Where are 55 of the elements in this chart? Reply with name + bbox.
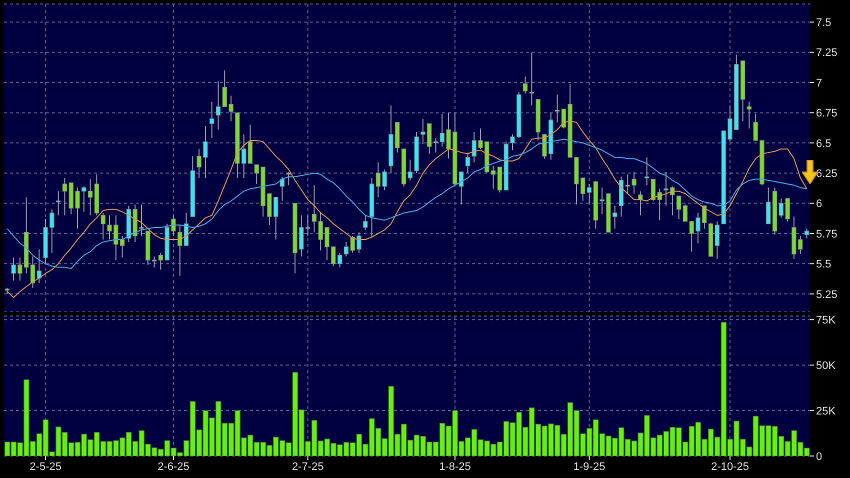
candlestick <box>522 76 528 94</box>
candlestick <box>56 190 61 216</box>
candlestick <box>306 214 310 236</box>
y-tick-label: 0 <box>816 450 822 463</box>
y-tick-label: 6.75 <box>816 108 838 120</box>
candlestick <box>363 214 368 230</box>
candlestick <box>766 187 771 224</box>
candlestick <box>30 256 36 288</box>
candlestick <box>586 183 592 204</box>
x-tick-label: 2-6-25 <box>158 460 190 473</box>
y-tick-label: 7.5 <box>816 17 832 30</box>
candlestick <box>248 124 253 164</box>
candlestick <box>274 196 278 240</box>
candlestick <box>100 212 106 240</box>
candlestick <box>676 196 682 220</box>
candlestick <box>644 156 650 186</box>
candlestick <box>804 228 810 239</box>
y-tick-label: 7.25 <box>816 47 838 60</box>
x-tick-label: 1-8-25 <box>439 460 471 473</box>
candlestick <box>554 94 560 123</box>
candlestick <box>184 212 189 246</box>
candlestick <box>152 256 157 268</box>
candlestick <box>465 152 470 174</box>
y-tick-label: 5.25 <box>816 288 838 301</box>
candlestick <box>491 165 496 190</box>
candlestick <box>638 190 643 216</box>
x-tick-label: 2-7-25 <box>292 460 324 473</box>
candlestick <box>714 220 720 260</box>
candlestick <box>312 184 316 233</box>
candlestick <box>682 204 688 222</box>
candlestick <box>36 248 42 284</box>
candlestick <box>408 159 412 181</box>
candlestick <box>216 80 221 130</box>
y-tick-label: 50K <box>816 360 836 372</box>
candlestick <box>529 52 534 106</box>
candlestick <box>337 252 342 268</box>
y-tick-label: 5.75 <box>816 228 838 240</box>
candlestick <box>120 235 125 258</box>
y-tick-label: 25K <box>816 405 836 418</box>
candlestick <box>210 101 214 139</box>
candlestick <box>88 178 93 216</box>
candlestick <box>178 224 182 276</box>
y-tick-label: 7 <box>816 77 822 90</box>
y-tick-label: 6 <box>816 198 822 210</box>
candlestick <box>746 101 752 129</box>
x-tick-label: 2-5-25 <box>30 460 62 473</box>
candlestick <box>497 166 502 193</box>
x-tick-label: 1-9-25 <box>573 460 606 473</box>
y-tick-label: 75K <box>816 314 836 327</box>
candlestick <box>344 241 348 257</box>
y-tick-label: 5.5 <box>816 258 832 271</box>
x-tick-label: 2-10-25 <box>711 460 749 473</box>
y-tick-label: 6.5 <box>816 138 832 150</box>
candlestick <box>62 177 68 216</box>
candlestick <box>433 138 438 154</box>
